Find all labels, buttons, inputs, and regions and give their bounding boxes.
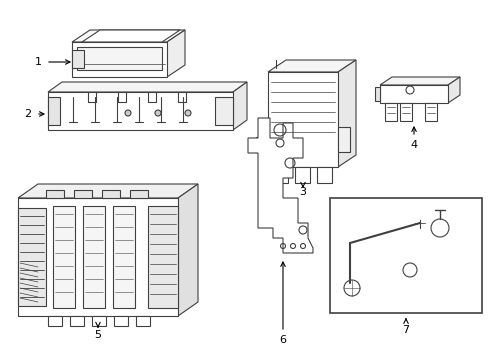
Bar xyxy=(74,190,92,198)
Bar xyxy=(136,316,150,326)
Text: 4: 4 xyxy=(409,140,417,150)
Bar xyxy=(72,50,84,68)
Circle shape xyxy=(125,110,131,116)
Bar xyxy=(329,198,481,313)
Bar xyxy=(48,316,62,326)
Bar xyxy=(148,206,178,308)
Polygon shape xyxy=(337,60,355,167)
Bar xyxy=(130,190,148,198)
Bar xyxy=(379,85,447,103)
Bar xyxy=(384,103,396,121)
Polygon shape xyxy=(48,97,60,125)
Bar xyxy=(374,87,379,101)
Bar xyxy=(337,127,349,152)
Bar xyxy=(48,92,232,130)
Text: 2: 2 xyxy=(24,109,32,119)
Bar xyxy=(424,103,436,121)
Bar xyxy=(102,190,120,198)
Bar xyxy=(53,206,75,308)
Polygon shape xyxy=(167,30,184,77)
Polygon shape xyxy=(48,82,246,92)
Bar xyxy=(72,42,167,77)
Bar xyxy=(18,198,178,316)
Bar xyxy=(114,316,128,326)
Circle shape xyxy=(155,110,161,116)
Bar xyxy=(267,72,337,167)
Polygon shape xyxy=(232,82,246,130)
Bar xyxy=(316,167,331,183)
Polygon shape xyxy=(256,137,267,152)
Circle shape xyxy=(184,110,191,116)
Polygon shape xyxy=(178,184,198,316)
Polygon shape xyxy=(18,184,198,198)
Text: 1: 1 xyxy=(35,57,41,67)
Circle shape xyxy=(402,263,416,277)
Polygon shape xyxy=(447,77,459,103)
Bar xyxy=(294,167,309,183)
Text: 3: 3 xyxy=(299,187,306,197)
Bar xyxy=(18,208,46,306)
Polygon shape xyxy=(82,30,180,42)
Circle shape xyxy=(343,280,359,296)
Polygon shape xyxy=(247,118,312,253)
Text: 5: 5 xyxy=(94,330,102,340)
Polygon shape xyxy=(267,60,355,72)
Bar xyxy=(77,47,162,70)
Polygon shape xyxy=(379,77,459,85)
Bar xyxy=(215,97,232,125)
Bar xyxy=(113,206,135,308)
Bar xyxy=(92,316,106,326)
Circle shape xyxy=(430,219,448,237)
Bar xyxy=(272,167,287,183)
Polygon shape xyxy=(72,30,184,42)
Bar xyxy=(399,103,411,121)
Bar xyxy=(70,316,84,326)
Bar xyxy=(46,190,64,198)
Text: 6: 6 xyxy=(279,335,286,345)
Bar xyxy=(83,206,105,308)
Text: 7: 7 xyxy=(402,325,409,335)
